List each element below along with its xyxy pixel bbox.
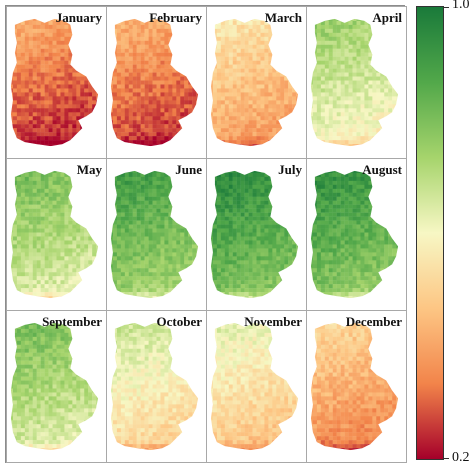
map-panel-november: November <box>206 310 307 463</box>
map-panel-july: July <box>206 158 307 311</box>
region-map <box>10 322 99 451</box>
month-label: November <box>244 314 302 329</box>
month-label: February <box>149 10 202 25</box>
colorbar-max-label: 1.0 <box>452 0 470 12</box>
map-panel-june: June <box>106 158 207 311</box>
month-label: April <box>372 10 402 25</box>
map-panel-september: September <box>6 310 107 463</box>
colorbar-bottom-tick <box>443 458 449 459</box>
month-label: October <box>156 314 202 329</box>
month-label: June <box>175 162 202 177</box>
region-map <box>10 18 99 147</box>
region-map <box>210 18 299 147</box>
region-map <box>210 170 299 299</box>
map-panel-march: March <box>206 6 307 159</box>
region-map <box>310 18 399 147</box>
month-label: May <box>76 162 102 177</box>
map-panel-january: January <box>6 6 107 159</box>
map-panel-october: October <box>106 310 207 463</box>
month-label: March <box>264 10 302 25</box>
month-label: December <box>345 314 402 329</box>
region-map <box>210 322 299 451</box>
region-map <box>10 170 99 299</box>
month-label: January <box>55 10 102 25</box>
region-map <box>110 18 199 147</box>
colorbar-top-tick <box>443 7 449 8</box>
map-panel-april: April <box>306 6 407 159</box>
region-map <box>110 170 199 299</box>
map-panel-august: August <box>306 158 407 311</box>
region-map <box>310 322 399 451</box>
month-label: August <box>362 162 402 177</box>
region-map <box>110 322 199 451</box>
colorbar <box>416 6 444 460</box>
month-label: September <box>42 314 102 329</box>
map-panel-may: May <box>6 158 107 311</box>
month-label: July <box>278 162 302 177</box>
colorbar-min-label: 0.2 <box>452 450 470 465</box>
map-grid: January February March April May June July Augu… <box>5 5 407 463</box>
map-panel-december: December <box>306 310 407 463</box>
region-map <box>310 170 399 299</box>
map-panel-february: February <box>106 6 207 159</box>
